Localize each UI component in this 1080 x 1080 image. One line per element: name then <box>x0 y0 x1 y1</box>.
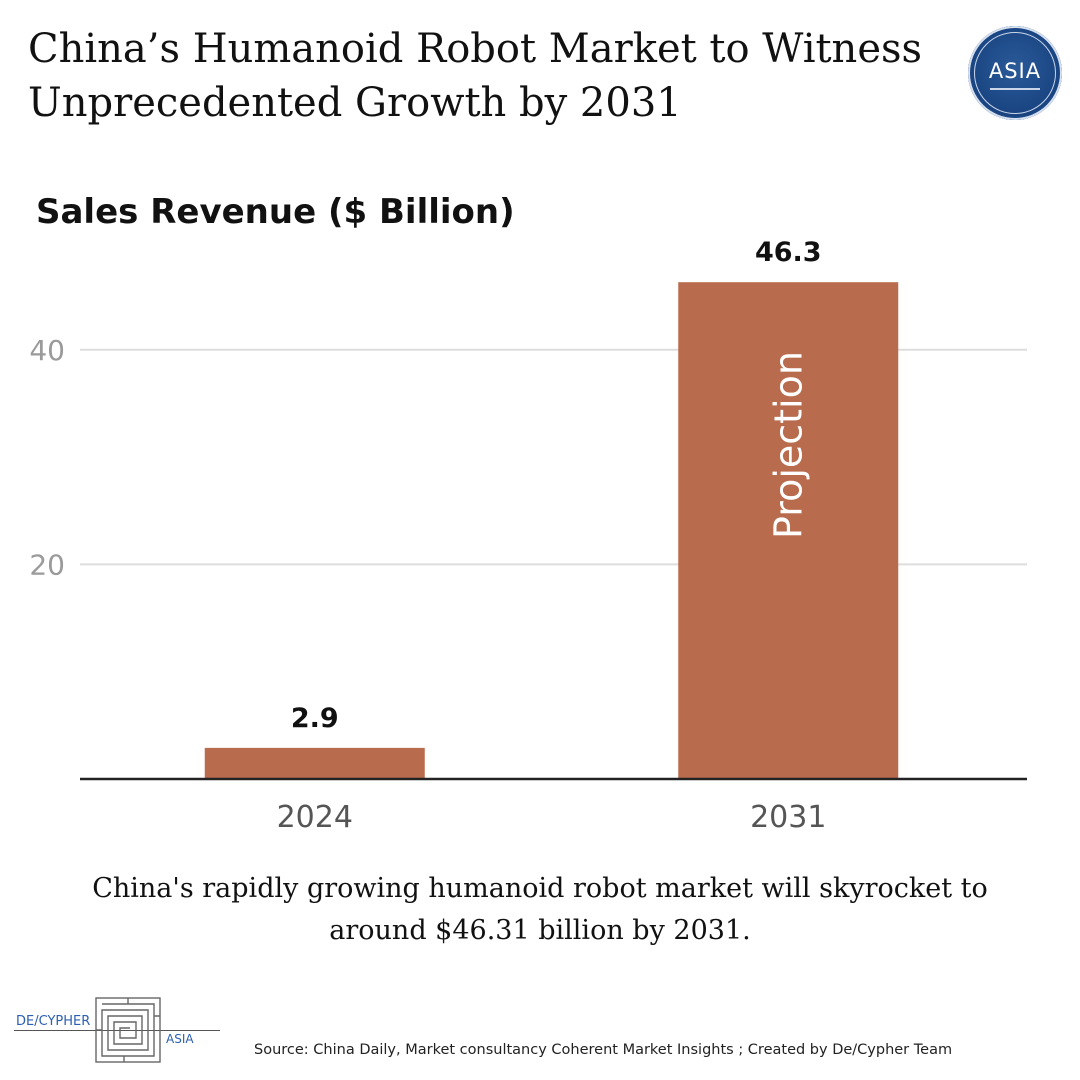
x-tick-label: 2031 <box>750 800 826 835</box>
y-tick-label: 20 <box>29 548 65 581</box>
chart-title: Sales Revenue ($ Billion) <box>36 192 515 232</box>
decypher-asia-logo: DE/CYPHER ASIA <box>14 996 224 1066</box>
data-label: 2.9 <box>291 703 339 734</box>
asia-logo: ASIA <box>968 26 1062 120</box>
brand-right-text: ASIA <box>166 1032 194 1046</box>
bar-chart: 20 40 2.9 2024 46.3 2031 Projection <box>29 237 1027 835</box>
chart-caption: China's rapidly growing humanoid robot m… <box>92 873 988 946</box>
bar-annotation: Projection <box>766 351 810 539</box>
y-tick-label: 40 <box>29 334 65 367</box>
page-title: China’s Humanoid Robot Market to Witness… <box>28 26 923 126</box>
asia-logo-text: ASIA <box>988 59 1042 83</box>
data-label: 46.3 <box>755 237 822 268</box>
bar-2024 <box>204 747 425 779</box>
x-tick-label: 2024 <box>277 800 353 835</box>
source-note: Source: China Daily, Market consultancy … <box>254 1042 953 1058</box>
brand-left-text: DE/CYPHER <box>16 1014 91 1029</box>
bar-2031 <box>678 282 899 779</box>
maze-icon <box>95 997 161 1063</box>
